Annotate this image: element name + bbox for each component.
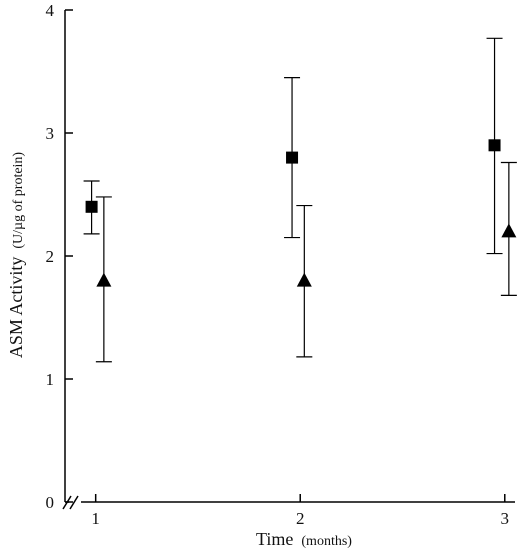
x-tick-label: 2: [296, 509, 305, 528]
y-tick-label: 2: [46, 247, 55, 266]
data-point-triangle: [501, 223, 517, 238]
data-point-triangle: [96, 272, 112, 287]
axes: [62, 10, 515, 510]
y-tick-label: 1: [46, 370, 55, 389]
x-axis-title: Time (months): [256, 529, 352, 549]
data-point-square: [286, 151, 299, 164]
marks: [83, 37, 517, 363]
y-axis-title-main: ASM Activity: [6, 257, 26, 359]
x-tick-label: 3: [501, 509, 510, 528]
x-axis-title-main: Time: [256, 529, 293, 549]
ticks: 0 1 2 3 4 1 2 3: [46, 1, 510, 528]
data-point-square: [85, 200, 98, 213]
y-tick-label: 0: [46, 493, 55, 512]
data-point-triangle: [296, 272, 312, 287]
x-tick-label: 1: [91, 509, 100, 528]
y-tick-label: 3: [46, 124, 55, 143]
y-tick-label: 4: [46, 1, 55, 20]
y-axis-title-unit: (U/µg of protein): [11, 152, 26, 249]
x-axis-title-unit: (months): [301, 534, 352, 549]
y-axis-title: ASM Activity (U/µg of protein): [6, 152, 26, 359]
x-axis-break-mark: [69, 495, 79, 510]
data-point-square: [488, 139, 501, 152]
